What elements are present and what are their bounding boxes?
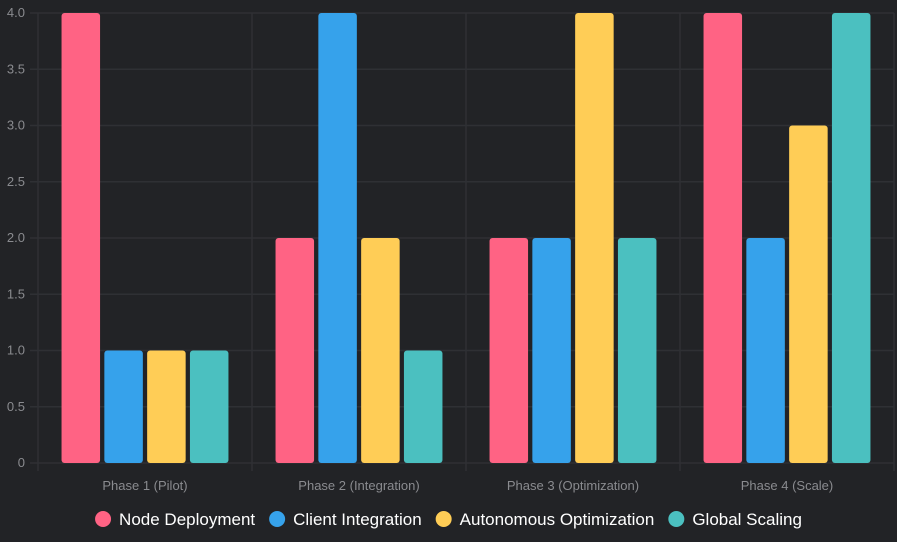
bars <box>61 13 871 463</box>
y-tick-label: 1.0 <box>7 343 25 358</box>
x-tick-label: Phase 1 (Pilot) <box>102 478 187 493</box>
x-axis-ticks: Phase 1 (Pilot) Phase 2 (Integration) Phas… <box>102 478 833 493</box>
y-tick-label: 2.0 <box>7 230 25 245</box>
legend-label: Autonomous Optimization <box>460 510 655 529</box>
legend-item-global-scaling[interactable]: Global Scaling <box>668 510 802 529</box>
legend-swatch <box>668 511 685 527</box>
y-tick-label: 0.5 <box>7 399 25 414</box>
bar-global-scaling-1 <box>189 350 229 463</box>
bar-node-deployment-1 <box>61 13 101 463</box>
bar-node-deployment-3 <box>489 238 529 463</box>
bar-autonomous-optimization-1 <box>147 350 186 463</box>
y-tick-label: 1.5 <box>7 286 25 301</box>
bar-node-deployment-2 <box>275 238 315 463</box>
legend-swatch <box>269 511 286 527</box>
bar-autonomous-optimization-3 <box>575 13 614 463</box>
legend-swatch <box>435 511 452 527</box>
legend-label: Global Scaling <box>692 510 802 529</box>
legend-swatch <box>95 511 112 527</box>
y-axis-ticks: 0 0.5 1.0 1.5 2.0 2.5 3.0 3.5 4.0 <box>7 5 25 470</box>
legend-label: Node Deployment <box>119 510 255 529</box>
bar-node-deployment-4 <box>703 13 743 463</box>
bar-autonomous-optimization-4 <box>789 125 828 463</box>
legend-item-autonomous-optimization[interactable]: Autonomous Optimization <box>435 510 655 529</box>
x-tick-label: Phase 2 (Integration) <box>298 478 419 493</box>
bar-autonomous-optimization-2 <box>361 238 400 463</box>
legend-item-client-integration[interactable]: Client Integration <box>269 510 422 529</box>
grid-lines <box>30 12 895 471</box>
bar-global-scaling-2 <box>403 350 443 463</box>
x-tick-label: Phase 3 (Optimization) <box>507 478 639 493</box>
y-tick-label: 2.5 <box>7 174 25 189</box>
y-tick-label: 0 <box>18 455 25 470</box>
bar-global-scaling-3 <box>617 238 657 463</box>
legend: Node Deployment Client Integration Autonom… <box>95 510 802 529</box>
y-tick-label: 3.5 <box>7 61 25 76</box>
legend-item-node-deployment[interactable]: Node Deployment <box>95 510 255 529</box>
y-tick-label: 3.0 <box>7 118 25 133</box>
bar-client-integration-1 <box>104 350 143 463</box>
bar-client-integration-4 <box>746 238 785 463</box>
bar-client-integration-3 <box>532 238 571 463</box>
bar-global-scaling-4 <box>831 13 871 463</box>
y-tick-label: 4.0 <box>7 5 25 20</box>
bar-client-integration-2 <box>318 13 357 463</box>
x-tick-label: Phase 4 (Scale) <box>741 478 834 493</box>
legend-label: Client Integration <box>293 510 422 529</box>
